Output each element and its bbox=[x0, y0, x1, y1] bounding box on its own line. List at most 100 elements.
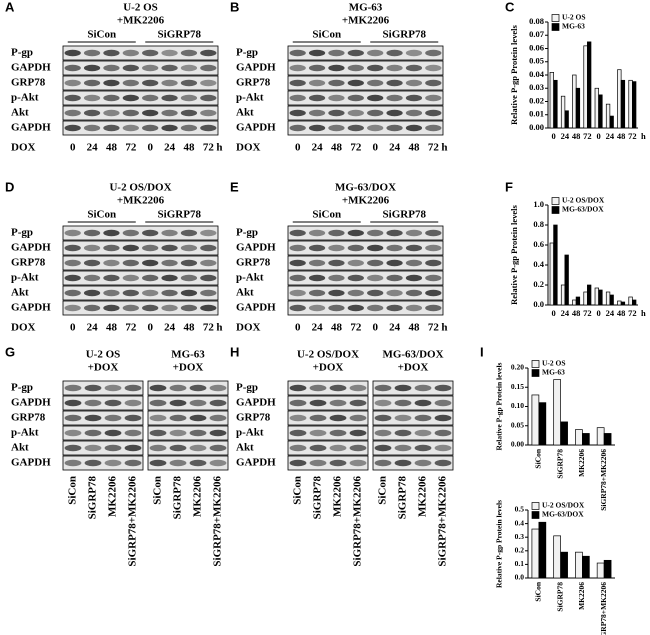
lane-label: MK2206 bbox=[332, 476, 344, 517]
bar bbox=[609, 294, 614, 306]
band bbox=[394, 384, 412, 392]
x-tick-label: 48 bbox=[572, 131, 581, 141]
bar bbox=[628, 296, 633, 306]
band bbox=[122, 289, 139, 297]
band bbox=[394, 414, 412, 422]
blot-row bbox=[147, 425, 229, 441]
lane-label: 72 bbox=[125, 322, 137, 334]
bar bbox=[538, 402, 547, 446]
lane-label: 48 bbox=[106, 142, 118, 154]
blot-row bbox=[287, 225, 444, 241]
x-unit: h bbox=[641, 131, 646, 141]
band bbox=[142, 289, 159, 297]
panel-letter: E bbox=[230, 179, 239, 194]
bar bbox=[603, 433, 612, 446]
band bbox=[124, 444, 142, 452]
band bbox=[425, 229, 442, 237]
band bbox=[64, 109, 81, 117]
band bbox=[405, 109, 423, 117]
lane-unit: h bbox=[441, 322, 447, 334]
band bbox=[414, 414, 432, 422]
band bbox=[308, 79, 326, 87]
band bbox=[367, 64, 384, 72]
band bbox=[425, 79, 442, 87]
band bbox=[405, 64, 423, 72]
band bbox=[374, 444, 392, 452]
x-tick-label: 24 bbox=[561, 308, 570, 318]
lane-title: DOX bbox=[236, 142, 261, 154]
blot-row bbox=[62, 45, 219, 61]
band bbox=[161, 289, 178, 297]
band bbox=[149, 429, 167, 437]
row-label: p-Akt bbox=[236, 92, 264, 104]
bar bbox=[572, 299, 577, 306]
group-label: SiCon bbox=[312, 209, 341, 221]
bar bbox=[564, 254, 569, 306]
row-label: GAPDH bbox=[236, 457, 276, 469]
lane-label: 48 bbox=[183, 142, 195, 154]
group-label: SiGRP78 bbox=[383, 29, 427, 41]
lane-label: 24 bbox=[87, 142, 99, 154]
row-label: GAPDH bbox=[11, 122, 51, 134]
blot-row bbox=[62, 240, 219, 256]
band bbox=[149, 444, 167, 452]
band bbox=[83, 244, 101, 252]
band bbox=[64, 64, 81, 72]
bar bbox=[553, 224, 558, 306]
lane-label: SiGRP78+MK2206 bbox=[352, 476, 364, 567]
band bbox=[349, 414, 367, 422]
x-tick-label: SiGRP78+MK2206 bbox=[599, 582, 608, 635]
band bbox=[289, 429, 307, 437]
lane-label: 72 bbox=[428, 322, 440, 334]
band bbox=[289, 109, 306, 117]
band bbox=[289, 79, 306, 87]
band bbox=[386, 109, 403, 117]
blot-row bbox=[147, 440, 229, 456]
band bbox=[103, 124, 120, 132]
lane-label: 24 bbox=[164, 322, 176, 334]
band bbox=[142, 94, 159, 102]
bar bbox=[628, 79, 633, 129]
band bbox=[309, 384, 327, 392]
legend-swatch bbox=[531, 369, 540, 377]
band bbox=[103, 94, 120, 102]
row-label: P-gp bbox=[236, 227, 258, 239]
blot-row bbox=[62, 75, 219, 91]
bar bbox=[553, 79, 558, 129]
y-tick-label: 0.0 bbox=[515, 573, 525, 582]
band bbox=[328, 289, 345, 297]
legend-label: U-2 OS/DOX bbox=[542, 501, 585, 510]
band bbox=[200, 259, 217, 267]
bar bbox=[598, 94, 603, 129]
row-label: GRP78 bbox=[236, 412, 271, 424]
band bbox=[161, 79, 178, 87]
band bbox=[104, 399, 122, 407]
bar bbox=[575, 551, 583, 579]
band bbox=[200, 49, 217, 57]
lane-label: 72 bbox=[203, 322, 215, 334]
band bbox=[434, 444, 452, 452]
band bbox=[328, 109, 345, 117]
bar bbox=[598, 289, 603, 306]
band bbox=[84, 384, 102, 392]
y-tick-label: 0.08 bbox=[529, 16, 544, 26]
lane-label: SiGRP78+MK2206 bbox=[127, 476, 139, 567]
x-tick-label: 0 bbox=[597, 308, 601, 318]
bar bbox=[549, 242, 554, 306]
x-tick-label: 48 bbox=[617, 131, 626, 141]
band bbox=[103, 49, 120, 57]
row-label: GRP78 bbox=[11, 412, 46, 424]
x-tick-label: 72 bbox=[628, 131, 637, 141]
lane-unit: h bbox=[441, 142, 447, 154]
band bbox=[386, 229, 403, 237]
row-label: Akt bbox=[11, 442, 29, 454]
blot-row bbox=[62, 105, 219, 121]
band bbox=[329, 399, 347, 407]
band bbox=[425, 109, 442, 117]
lane-label: 24 bbox=[312, 322, 324, 334]
band bbox=[200, 229, 217, 237]
group-label: SiGRP78 bbox=[383, 209, 427, 221]
band bbox=[328, 94, 345, 102]
row-label: p-Akt bbox=[11, 272, 39, 284]
band bbox=[347, 109, 364, 117]
